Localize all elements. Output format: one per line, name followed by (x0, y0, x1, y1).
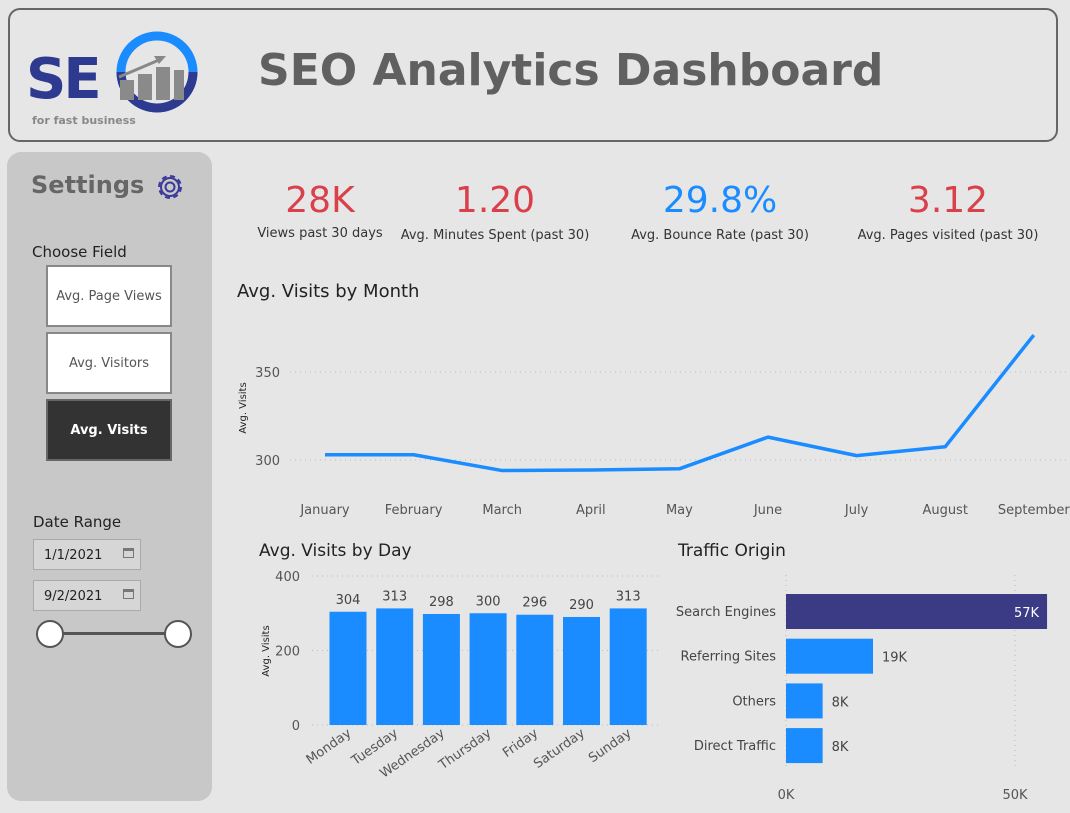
x-tick-label: August (922, 503, 968, 518)
kpi-label: Avg. Bounce Rate (past 30) (631, 228, 809, 243)
bar (786, 683, 823, 719)
data-label: 313 (616, 589, 641, 604)
x-tick-label: May (666, 503, 693, 518)
kpi-label: Views past 30 days (257, 226, 383, 241)
data-label: 313 (382, 589, 407, 604)
calendar-icon[interactable] (123, 589, 134, 599)
bar (422, 613, 460, 725)
x-tick-label: Sunday (586, 726, 635, 766)
date-slider-end-handle[interactable] (164, 620, 192, 648)
x-tick-label: 50K (1002, 788, 1028, 803)
bar (469, 613, 507, 725)
category-label: Referring Sites (681, 650, 777, 665)
date-slider-track[interactable] (50, 632, 178, 635)
bar (376, 608, 414, 725)
x-tick-label: April (576, 503, 606, 518)
start-date-input[interactable]: 1/1/2021 (33, 539, 141, 570)
y-axis-label: Avg. Visits (261, 625, 272, 676)
x-tick-label: Saturday (531, 726, 588, 772)
settings-sidebar (7, 152, 212, 801)
field-avg-visitors[interactable]: Avg. Visitors (46, 332, 172, 394)
x-tick-label: Monday (304, 726, 355, 768)
data-label: 298 (429, 595, 454, 610)
bar (786, 638, 874, 674)
x-tick-label: January (299, 503, 350, 518)
bar (516, 614, 554, 725)
bar (786, 594, 1048, 629)
y-tick-label: 300 (255, 454, 280, 469)
data-label: 304 (336, 593, 361, 608)
category-label: Direct Traffic (694, 739, 776, 754)
bar (329, 611, 367, 725)
kpi-value: 1.20 (454, 180, 536, 221)
kpi-value: 3.12 (907, 180, 989, 221)
data-label: 290 (569, 598, 594, 613)
end-date-value: 9/2/2021 (44, 589, 103, 604)
bar (563, 616, 600, 725)
data-label: 19K (882, 651, 908, 666)
kpi-value: 28K (285, 180, 355, 221)
bar-chart-title: Avg. Visits by Day (259, 541, 412, 561)
data-label: 296 (522, 596, 547, 611)
svg-text:SE: SE (26, 47, 99, 112)
gear-icon[interactable] (152, 169, 188, 205)
x-tick-label: February (385, 503, 443, 518)
data-label: 57K (1014, 606, 1040, 621)
y-tick-label: 350 (255, 366, 280, 381)
x-tick-label: June (753, 503, 782, 518)
series-line (325, 333, 1036, 473)
traffic-chart-title: Traffic Origin (678, 541, 786, 561)
kpi-value: 29.8% (662, 180, 778, 221)
start-date-value: 1/1/2021 (44, 548, 103, 563)
data-label: 8K (832, 740, 849, 755)
bar (786, 728, 823, 764)
y-tick-label: 200 (275, 645, 300, 660)
x-tick-label: September (998, 503, 1070, 518)
end-date-input[interactable]: 9/2/2021 (33, 580, 141, 611)
category-label: Search Engines (676, 605, 776, 620)
calendar-icon[interactable] (123, 548, 134, 558)
y-axis-label: Avg. Visits (238, 382, 249, 433)
x-tick-label: July (844, 503, 869, 518)
date-range-label: Date Range (33, 513, 122, 531)
y-tick-label: 400 (275, 570, 300, 585)
y-tick-label: 0 (292, 719, 300, 734)
avg-visits-by-month-chart: 300 350 Avg. Visits January February March Apr… (238, 333, 1070, 518)
x-tick-label: 0K (778, 788, 795, 803)
category-label: Others (732, 694, 776, 709)
x-tick-label: Thursday (435, 726, 494, 774)
date-slider-start-handle[interactable] (36, 620, 64, 648)
line-chart-title: Avg. Visits by Month (237, 281, 420, 302)
seo-logo: SE for fast business (26, 31, 198, 127)
kpi-label: Avg. Pages visited (past 30) (857, 228, 1039, 243)
data-label: 300 (476, 594, 501, 609)
traffic-origin-chart: 0K 50K Search Engines 57K Referring Sites 19K… (676, 575, 1048, 803)
dashboard-title: SEO Analytics Dashboard (258, 45, 884, 96)
logo-tagline: for fast business (32, 114, 136, 127)
settings-title: Settings (31, 171, 145, 199)
choose-field-label: Choose Field (32, 243, 127, 261)
kpi-label: Avg. Minutes Spent (past 30) (400, 228, 590, 243)
bar (609, 608, 647, 725)
data-label: 8K (832, 695, 849, 710)
field-avg-page-views[interactable]: Avg. Page Views (46, 265, 172, 327)
field-avg-visits[interactable]: Avg. Visits (46, 399, 172, 461)
x-tick-label: March (482, 503, 522, 518)
